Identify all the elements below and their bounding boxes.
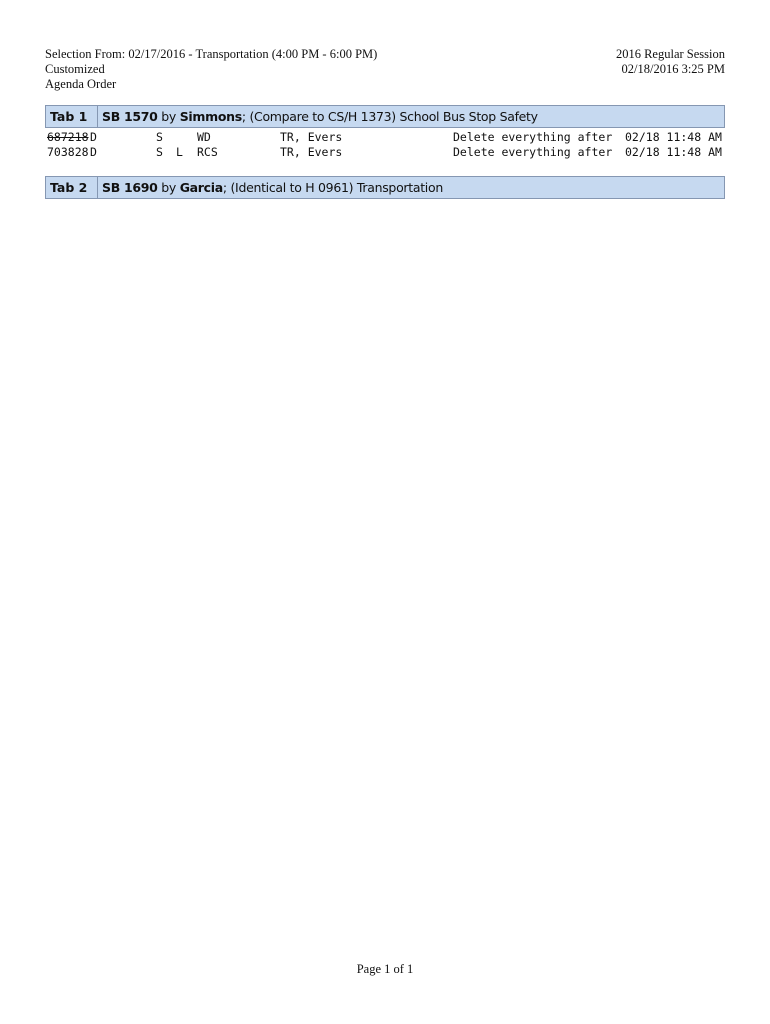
tab-label: Tab 1 [46,106,98,127]
chamber-code: S [156,145,163,159]
bill-title: SB 1570 by Simmons; (Compare to CS/H 137… [102,106,538,127]
agenda-order-label: Agenda Order [45,77,117,91]
session-label: 2016 Regular Session [615,47,725,61]
action-code: RCS [197,145,218,159]
sponsor-code: TR, Evers [280,130,343,144]
tab-label: Tab 2 [46,177,98,198]
action-code: WD [197,130,211,144]
sponsor: Simmons [179,109,242,124]
amendment-description: Delete everything after [453,130,613,144]
amendment-id: 687218 [47,130,89,144]
bill-number: SB 1690 [102,180,158,195]
selection-line: Selection From: 02/17/2016 - Transportat… [45,47,378,61]
chamber-code: S [156,130,163,144]
sponsor: Garcia [179,180,224,195]
amendment-row: 703828 D S L RCS TR, Evers Delete everyt… [0,145,770,160]
type-code: D [90,145,97,159]
bill-number: SB 1570 [102,109,158,124]
customized-label: Customized [45,62,105,76]
by-text: by [161,109,176,124]
amendment-time: 02/18 11:48 AM [625,130,722,144]
flag-code: L [176,145,183,159]
bill-description: ; (Identical to H 0961) Transportation [222,180,443,195]
page-number: Page 1 of 1 [356,962,414,976]
amendment-description: Delete everything after [453,145,613,159]
amendment-id: 703828 [47,145,89,159]
type-code: D [90,130,97,144]
bill-title: SB 1690 by Garcia; (Identical to H 0961)… [102,177,443,198]
bill-description: ; (Compare to CS/H 1373) School Bus Stop… [241,109,538,124]
amendment-time: 02/18 11:48 AM [625,145,722,159]
amendment-row: 687218 D S WD TR, Evers Delete everythin… [0,130,770,145]
tab-1-header: Tab 1 SB 1570 by Simmons; (Compare to CS… [45,105,725,128]
tab-2-header: Tab 2 SB 1690 by Garcia; (Identical to H… [45,176,725,199]
report-timestamp: 02/18/2016 3:25 PM [621,62,726,76]
sponsor-code: TR, Evers [280,145,343,159]
by-text: by [161,180,176,195]
